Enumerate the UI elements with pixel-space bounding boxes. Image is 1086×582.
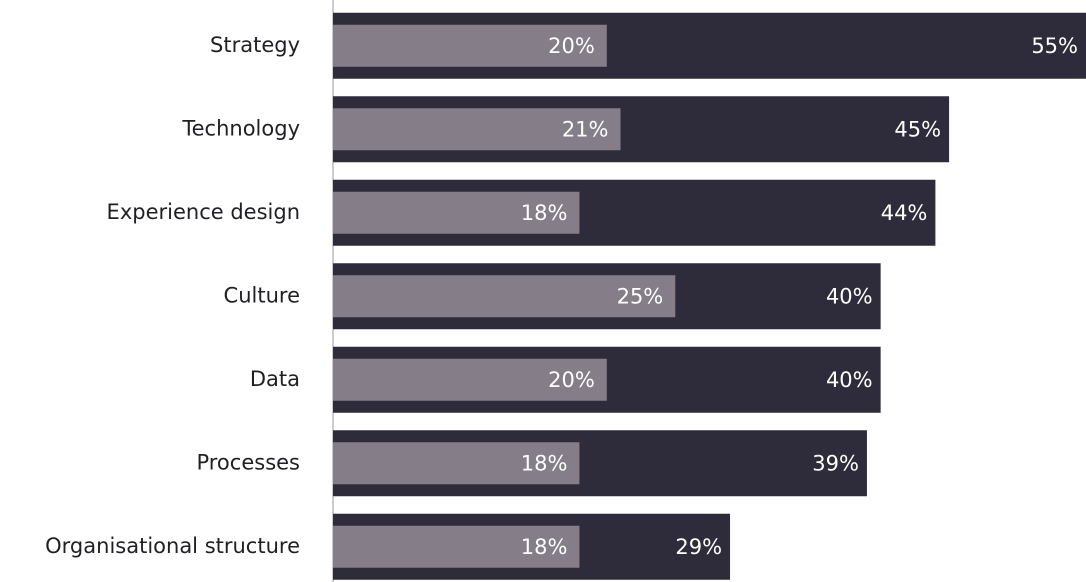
category-label: Processes [196, 450, 300, 474]
category-label: Organisational structure [45, 534, 300, 558]
value-label: 18% [521, 535, 568, 559]
bar [333, 108, 621, 151]
category-label: Data [250, 367, 300, 391]
category-label: Strategy [210, 33, 300, 57]
category-label: Technology [181, 116, 300, 140]
bar [333, 275, 676, 318]
value-label: 40% [826, 284, 873, 308]
value-label: 44% [881, 201, 928, 225]
value-label: 21% [562, 117, 609, 141]
value-label: 40% [826, 368, 873, 392]
value-label: 29% [675, 535, 722, 559]
value-label: 55% [1031, 34, 1078, 58]
value-label: 20% [548, 368, 595, 392]
category-label: Experience design [107, 200, 300, 224]
bar [333, 358, 607, 401]
bar [333, 191, 580, 234]
value-label: 39% [812, 451, 859, 475]
bar [333, 24, 607, 67]
bar [333, 442, 580, 485]
value-label: 18% [521, 451, 568, 475]
value-label: 20% [548, 34, 595, 58]
value-label: 25% [617, 284, 664, 308]
value-label: 18% [521, 201, 568, 225]
value-label: 45% [894, 117, 941, 141]
category-label: Culture [224, 283, 300, 307]
bar [333, 525, 580, 568]
